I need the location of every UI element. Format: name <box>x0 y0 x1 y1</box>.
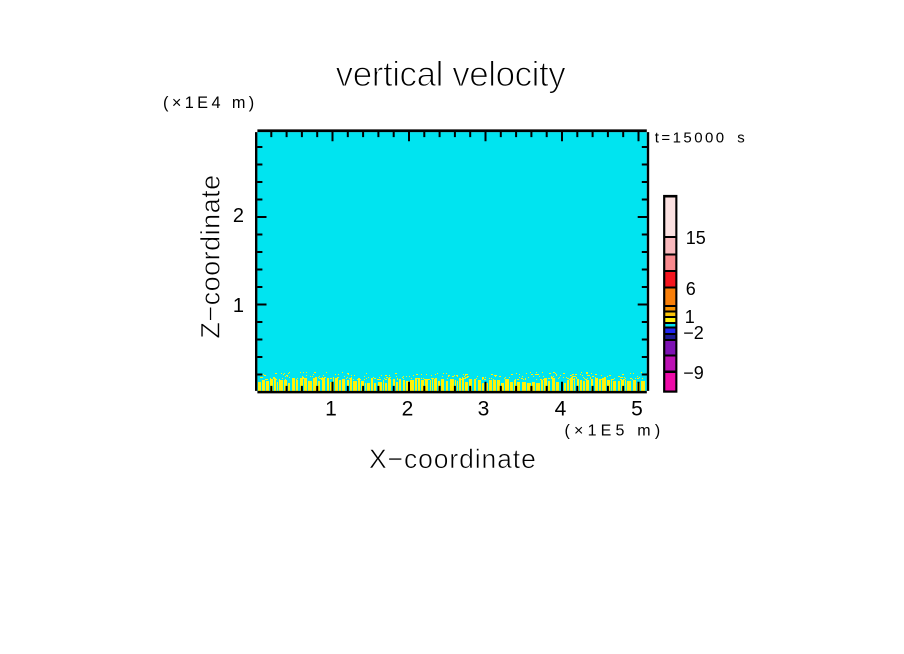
svg-text:4: 4 <box>555 397 567 420</box>
svg-text:t=15000: t=15000 <box>655 129 727 146</box>
svg-text:2: 2 <box>233 205 244 227</box>
svg-text:(×1E4 m): (×1E4 m) <box>163 94 258 112</box>
svg-text:3: 3 <box>478 397 490 420</box>
svg-text:−2: −2 <box>683 323 704 343</box>
svg-text:15: 15 <box>686 228 706 248</box>
svg-text:X−coordinate: X−coordinate <box>369 444 537 474</box>
svg-text:Z−coordinate: Z−coordinate <box>196 174 226 338</box>
svg-text:1: 1 <box>685 307 695 327</box>
svg-text:(×1E5 m): (×1E5 m) <box>565 423 665 440</box>
svg-text:vertical velocity: vertical velocity <box>336 55 567 94</box>
svg-text:−9: −9 <box>683 363 704 383</box>
svg-text:1: 1 <box>325 397 337 420</box>
svg-text:s: s <box>737 129 745 146</box>
svg-text:6: 6 <box>686 279 696 299</box>
svg-text:2: 2 <box>402 397 414 420</box>
svg-text:5: 5 <box>631 397 643 420</box>
svg-text:1: 1 <box>233 295 244 317</box>
